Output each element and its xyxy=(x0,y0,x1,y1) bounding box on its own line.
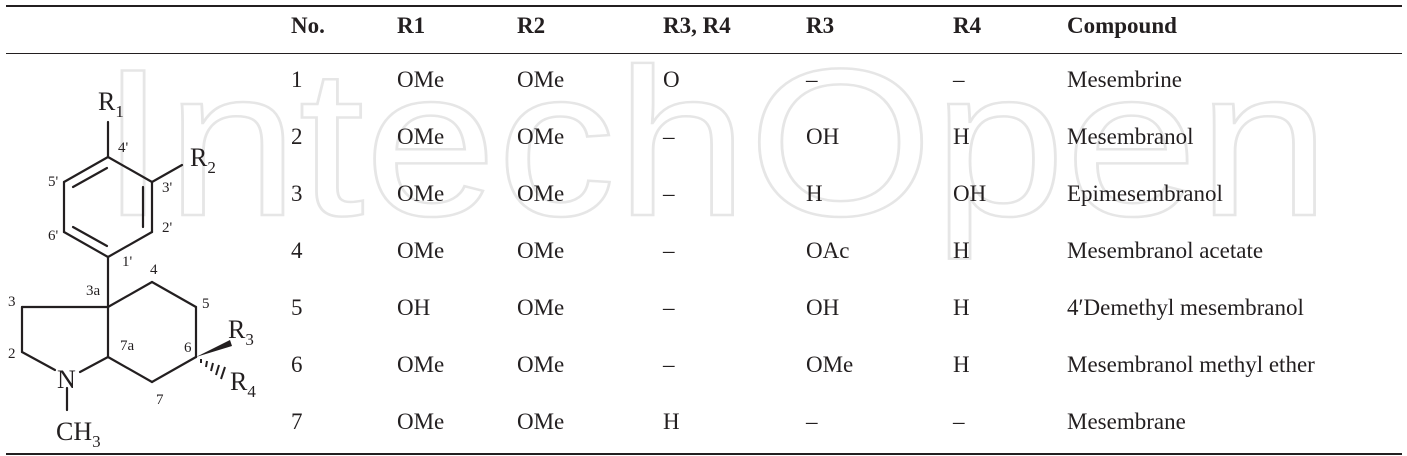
label-r3: R3 xyxy=(228,315,254,349)
locant-4prime: 4' xyxy=(118,140,129,156)
cell-r3: H xyxy=(806,181,823,206)
locant-5: 5 xyxy=(202,296,210,312)
label-r4: R4 xyxy=(230,367,256,401)
header-no: No. xyxy=(291,13,325,38)
cell-compound: 4′Demethyl mesembranol xyxy=(1067,295,1304,320)
cell-r3-r4: – xyxy=(663,238,675,263)
locant-5prime: 5' xyxy=(48,174,59,190)
cell-r4: – xyxy=(953,67,965,92)
locant-3prime: 3' xyxy=(162,180,173,196)
locant-7: 7 xyxy=(156,392,164,408)
cell-no: 4 xyxy=(291,238,303,263)
locant-2: 2 xyxy=(8,346,16,362)
cell-r3-r4: H xyxy=(663,409,680,434)
label-r1: R1 xyxy=(98,87,124,121)
cell-r3-r4: – xyxy=(663,181,675,206)
cell-no: 7 xyxy=(291,409,303,434)
cell-r3-r4: – xyxy=(663,295,675,320)
bond-2-n xyxy=(20,350,57,372)
bond-7-7a xyxy=(106,355,154,384)
cell-r2: OMe xyxy=(517,409,565,434)
bond-5p-4p xyxy=(62,155,110,184)
cell-no: 5 xyxy=(291,295,303,320)
hash-bond-r4 xyxy=(200,359,226,380)
bond-4p-3p xyxy=(106,155,154,184)
locant-4: 4 xyxy=(150,262,158,278)
header-compound: Compound xyxy=(1067,13,1177,38)
cell-r3-r4: – xyxy=(663,124,675,149)
cell-compound: Mesembranol methyl ether xyxy=(1067,352,1315,377)
aromatic-bond-inner xyxy=(71,166,109,189)
cell-r1: OMe xyxy=(397,238,445,263)
cell-r1: OMe xyxy=(397,124,445,149)
table-header-rule xyxy=(6,53,1402,54)
header-r2: R2 xyxy=(517,13,546,38)
cell-r3-r4: – xyxy=(663,352,675,377)
locant-6prime: 6' xyxy=(48,228,59,244)
locant-1prime: 1' xyxy=(122,254,133,270)
label-nitrogen: N xyxy=(57,365,76,394)
cell-r4: OH xyxy=(953,181,987,206)
cell-r3: – xyxy=(806,409,818,434)
cell-r1: OMe xyxy=(397,409,445,434)
header-r1: R1 xyxy=(397,13,426,38)
cell-compound: Mesembranol xyxy=(1067,124,1194,149)
cell-r3: – xyxy=(806,67,818,92)
cell-r2: OMe xyxy=(517,238,565,263)
cell-r1: OMe xyxy=(397,352,445,377)
cell-compound: Mesembrane xyxy=(1067,409,1186,434)
cell-no: 6 xyxy=(291,352,303,377)
locant-3: 3 xyxy=(8,294,16,310)
cell-no: 2 xyxy=(291,124,303,149)
bond-3a-4 xyxy=(106,280,154,309)
locant-3a: 3a xyxy=(86,283,101,299)
cell-compound: Mesembranol acetate xyxy=(1067,238,1264,263)
cell-r1: OMe xyxy=(397,181,445,206)
label-r2: R2 xyxy=(190,143,216,177)
cell-r3: OH xyxy=(806,295,840,320)
cell-r2: OMe xyxy=(517,67,565,92)
cell-r2: OMe xyxy=(517,295,565,320)
cell-r3-r4: O xyxy=(663,67,680,92)
cell-r4: H xyxy=(953,124,970,149)
table-top-rule xyxy=(6,5,1402,7)
locant-6: 6 xyxy=(184,340,192,356)
header-r3: R3 xyxy=(806,13,835,38)
cell-r4: – xyxy=(953,409,965,434)
locant-7a: 7a xyxy=(120,338,135,354)
cell-r3: OAc xyxy=(806,238,850,263)
table-bottom-rule xyxy=(6,453,1402,455)
label-methyl: CH3 xyxy=(56,417,101,451)
cell-no: 1 xyxy=(291,67,303,92)
mesembrine-skeleton-structure: R1 R2 R3 R4 N CH3 4' 3' 5' 2' 6' 1' 4 3a… xyxy=(8,87,256,451)
cell-no: 3 xyxy=(291,181,303,206)
cell-compound: Mesembrine xyxy=(1067,67,1182,92)
cell-r3: OMe xyxy=(806,352,854,377)
cell-r1: OMe xyxy=(397,67,445,92)
wedge-bond-r3 xyxy=(196,340,232,357)
cell-r1: OH xyxy=(397,295,431,320)
cell-compound: Epimesembranol xyxy=(1067,181,1223,206)
cell-r2: OMe xyxy=(517,124,565,149)
bond-n-7a xyxy=(78,355,110,374)
bond-6-7 xyxy=(150,355,198,384)
bond-r2 xyxy=(150,163,184,184)
cell-r4: H xyxy=(953,295,970,320)
bond-1p-6p xyxy=(62,230,110,259)
header-r3-r4: R3, R4 xyxy=(663,13,731,38)
aromatic-bond-inner xyxy=(71,225,109,248)
bond-4-5 xyxy=(150,280,198,309)
locant-2prime: 2' xyxy=(162,220,173,236)
bond-2p-1p xyxy=(106,230,154,259)
cell-r4: H xyxy=(953,238,970,263)
cell-r3: OH xyxy=(806,124,840,149)
header-r4: R4 xyxy=(953,13,982,38)
cell-r4: H xyxy=(953,352,970,377)
cell-r2: OMe xyxy=(517,181,565,206)
cell-r2: OMe xyxy=(517,352,565,377)
